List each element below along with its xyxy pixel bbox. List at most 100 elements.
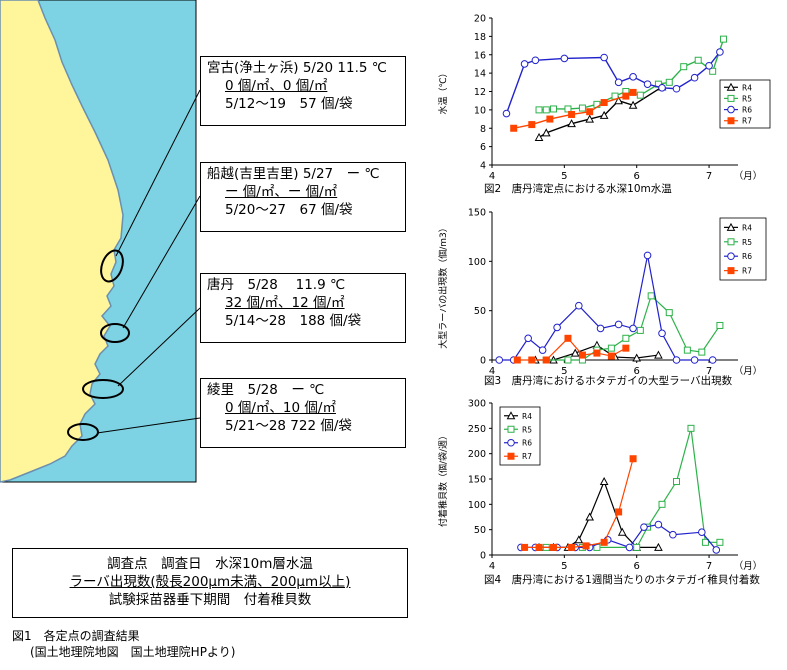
data-point-R4 <box>570 348 580 357</box>
data-point-R7 <box>582 542 590 550</box>
data-point-R6 <box>658 84 666 92</box>
data-point-R7 <box>546 115 554 123</box>
data-point-R7 <box>568 110 576 118</box>
map-land <box>0 0 124 483</box>
data-point-R6 <box>690 73 699 82</box>
data-point-R5 <box>647 292 655 300</box>
data-point-R5 <box>701 538 709 546</box>
y-axis-label: 水温（℃） <box>437 68 449 114</box>
data-point-R7 <box>535 543 543 551</box>
callout-ryori-line3: 5/21～28 722 個/袋 <box>225 418 352 434</box>
map-marker-funakoshi <box>100 323 130 343</box>
y-tick-label: 20 <box>474 14 486 25</box>
key-box-line3: 試験採苗器垂下期間 付着稚貝数 <box>108 592 312 608</box>
y-tick-label: 50 <box>474 306 486 317</box>
data-point-R6 <box>575 301 583 310</box>
legend-marker-R6 <box>727 105 735 114</box>
data-point-R7 <box>600 99 608 107</box>
series-R6 <box>502 48 724 118</box>
y-tick-label: 14 <box>474 69 486 80</box>
fig1-caption: 図1 各定点の調査結果 (国土地理院地図 国土地理院HPより) <box>12 628 235 660</box>
data-point-R4 <box>614 96 623 105</box>
x-tick-label: 5 <box>561 366 567 377</box>
callout-miyako-line2: 0 個/㎡、0 個/㎡ <box>225 78 328 94</box>
data-point-R7 <box>513 356 521 364</box>
series-line-R6 <box>499 255 713 361</box>
data-point-R5 <box>709 67 717 75</box>
fig1-caption-line2: (国土地理院地図 国土地理院HPより) <box>30 645 236 659</box>
data-point-R6 <box>560 54 569 63</box>
key-box-line2: ラーバ出現数(殻長200μm未満、200μm以上) <box>69 574 351 590</box>
data-point-R4 <box>654 350 663 359</box>
data-point-R5 <box>694 56 702 64</box>
x-unit-label: （月） <box>734 170 763 182</box>
callout-funakoshi-line3: 5/20～27 67 個/袋 <box>225 202 353 218</box>
data-point-R6 <box>625 543 634 552</box>
y-tick-label: 4 <box>480 161 486 172</box>
data-point-R4 <box>567 119 576 128</box>
data-point-R4 <box>574 535 584 544</box>
x-tick-label: 7 <box>706 171 712 182</box>
x-tick-label: 5 <box>561 561 567 572</box>
chart-caption: 図4 唐丹湾における1週間当たりのホタテガイ稚貝付着数 <box>484 573 760 586</box>
data-point-R6 <box>712 546 721 554</box>
key-box: 調査点 調査日 水深10m層水温 ラーバ出現数(殻長200μm未満、200μm以… <box>12 548 408 618</box>
callout-toni: 唐丹 5/28 11.9 ℃ 32 個/㎡、12 個/㎡ 5/14～28 188… <box>200 273 406 343</box>
legend-label-R5: R5 <box>742 238 752 247</box>
data-point-R6 <box>643 251 652 260</box>
y-tick-label: 100 <box>468 500 486 511</box>
data-point-R7 <box>564 334 572 342</box>
leader-lines <box>96 89 201 434</box>
x-tick-label: 4 <box>489 366 495 377</box>
data-point-R4 <box>617 527 627 536</box>
y-tick-label: 18 <box>474 32 486 43</box>
y-axis-label: 大型ラーバの出現数（個/m3） <box>437 223 449 348</box>
legend-label-R4: R4 <box>522 412 532 421</box>
legend-marker-R4 <box>726 222 736 231</box>
data-point-R6 <box>716 48 724 56</box>
y-tick-label: 8 <box>480 124 486 135</box>
data-point-R5 <box>698 348 706 356</box>
legend-label-R6: R6 <box>742 106 752 115</box>
key-box-line1: 調査点 調査日 水深10m層水温 <box>107 556 313 572</box>
legend-marker-R5 <box>727 238 735 246</box>
data-point-R6 <box>654 520 663 529</box>
legend-marker-R7 <box>507 452 515 460</box>
data-point-R6 <box>658 329 666 338</box>
data-point-R5 <box>578 104 586 112</box>
data-point-R7 <box>593 349 601 357</box>
legend-marker-R5 <box>727 94 735 102</box>
x-tick-label: 6 <box>634 561 640 572</box>
map <box>0 0 197 483</box>
data-point-R5 <box>622 334 630 342</box>
data-point-R4 <box>599 476 609 486</box>
data-point-R5 <box>550 105 557 113</box>
data-point-R6 <box>629 73 637 81</box>
data-point-R5 <box>683 346 691 354</box>
data-point-R7 <box>600 538 608 546</box>
y-tick-label: 250 <box>468 424 486 435</box>
map-marker-toni <box>82 379 124 399</box>
y-tick-label: 6 <box>480 142 486 153</box>
data-point-R7 <box>607 352 615 360</box>
data-point-R6 <box>690 356 699 364</box>
data-point-R6 <box>520 60 529 68</box>
y-tick-label: 100 <box>468 257 486 268</box>
data-point-R5 <box>680 63 688 71</box>
data-point-R7 <box>542 356 550 364</box>
data-point-R6 <box>672 356 681 364</box>
x-tick-label: 6 <box>634 171 640 182</box>
data-point-R4 <box>585 114 595 123</box>
data-point-R5 <box>636 91 644 99</box>
x-tick-label: 7 <box>706 561 712 572</box>
data-point-R7 <box>629 455 637 463</box>
chart-spat-settlement: 0 50 100 150 200 250 300 4 5 6 7 （月） 付着稚貝数（個/袋/週） 図4 … <box>437 399 762 587</box>
callout-funakoshi: 船越(吉里吉里) 5/27 ー ℃ ー 個/㎡、ー 個/㎡ 5/20～27 67… <box>200 162 406 232</box>
data-point-R5 <box>658 500 666 508</box>
data-point-R5 <box>633 543 641 551</box>
data-point-R6 <box>629 324 637 333</box>
series-R5 <box>542 424 724 551</box>
y-tick-label: 300 <box>468 399 486 410</box>
data-point-R6 <box>705 61 713 70</box>
legend-label-R5: R5 <box>522 425 532 434</box>
